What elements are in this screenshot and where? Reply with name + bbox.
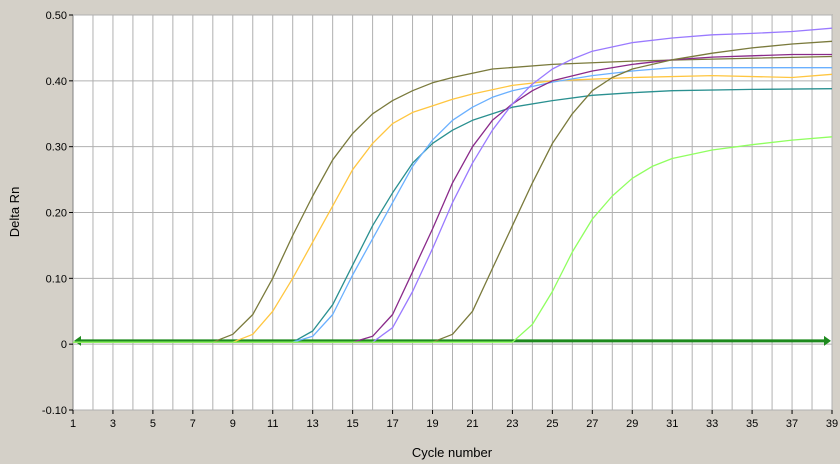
x-tick-label: 39 [826,418,838,430]
x-tick-label: 11 [267,418,278,430]
grid-lines [73,14,833,411]
x-tick-label: 13 [307,418,319,430]
x-tick-label: 33 [706,418,718,430]
x-tick-label: 37 [786,418,798,430]
series-line-4 [73,67,832,343]
x-tick-label: 3 [110,418,116,430]
x-tick-label: 7 [190,418,196,430]
series-line-1 [73,55,833,343]
x-tick-label: 9 [230,418,236,430]
series-line-2 [73,73,833,343]
y-tick-label: 0.40 [46,76,67,88]
y-axis-label: Delta Rn [7,187,22,238]
series-line-3 [73,88,833,343]
y-tick-label: 0.50 [46,10,67,22]
x-tick-label: 1 [70,418,76,430]
y-tick-label: 0 [61,339,67,351]
x-tick-label: 15 [347,418,359,430]
x-axis-ticks: 1 3 5 7 9 11 13 15 17 19 21 23 25 27 29 31 33 35 37 39 [70,410,838,430]
x-tick-label: 29 [626,418,638,430]
series-line-8 [73,136,833,343]
x-tick-label: 17 [386,418,398,430]
y-axis-ticks: 0.50 0.40 0.30 0.20 0.10 0 -0.10 [42,10,73,417]
y-tick-label: 0.10 [46,273,67,285]
y-tick-label: 0.30 [46,142,67,154]
x-tick-label: 23 [506,418,518,430]
x-tick-label: 35 [746,418,758,430]
x-tick-label: 27 [586,418,598,430]
threshold-right-arrow[interactable] [824,335,831,346]
x-tick-label: 21 [466,418,478,430]
threshold-layer [74,335,831,346]
series-layer [73,27,833,343]
x-axis-label: Cycle number [412,445,493,460]
series-line-7 [73,40,833,343]
series-line-6 [73,27,833,343]
threshold-left-arrow[interactable] [74,335,81,346]
x-tick-label: 25 [546,418,558,430]
x-tick-label: 31 [666,418,678,430]
x-tick-label: 19 [426,418,438,430]
y-tick-label: -0.10 [42,405,67,417]
x-tick-label: 5 [150,418,156,430]
y-tick-label: 0.20 [46,208,67,220]
